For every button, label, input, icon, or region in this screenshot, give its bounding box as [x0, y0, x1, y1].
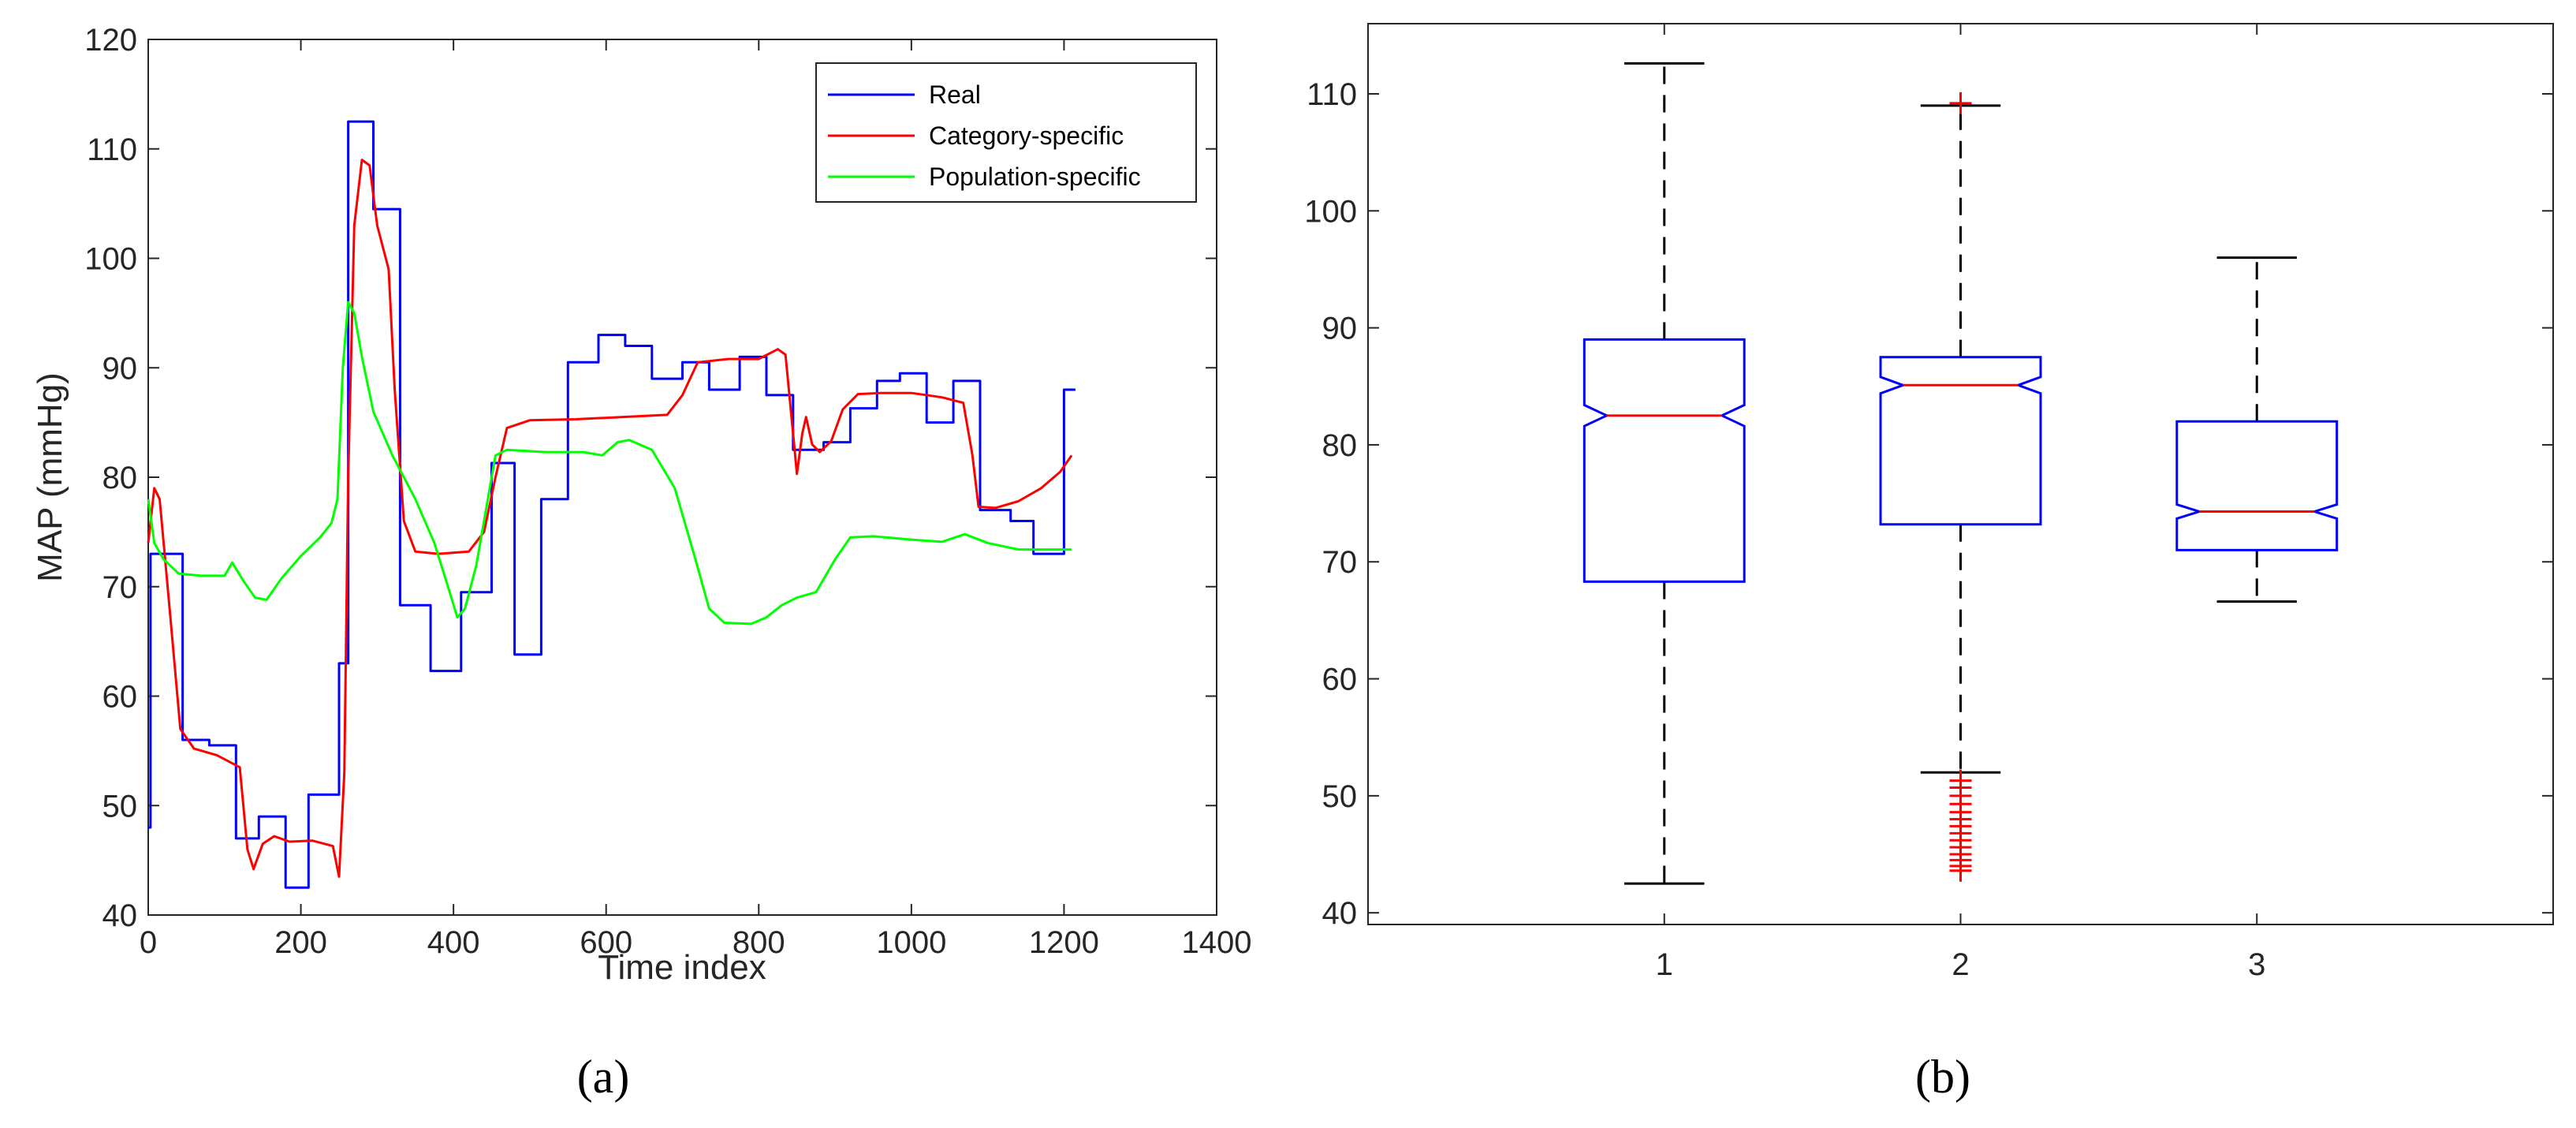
line-chart-x-ticks: 0 200 400 600 800 1000 1200 1400 [140, 39, 1252, 960]
box-1 [1583, 62, 1746, 885]
y-tick-label: 100 [1304, 194, 1357, 229]
x-tick-label: 1400 [1182, 925, 1252, 960]
caption-b: (b) [1915, 1051, 1970, 1103]
y-tick-label: 80 [103, 461, 138, 495]
x-tick-label: 200 [274, 925, 327, 960]
box-3 [2175, 256, 2339, 603]
y-tick-label: 90 [103, 351, 138, 386]
x-axis-label: Time index [598, 948, 766, 987]
x-tick-label: 0 [140, 925, 157, 960]
y-tick-label: 50 [103, 789, 138, 824]
y-tick-label: 40 [103, 898, 138, 933]
y-tick-label: 120 [84, 23, 137, 58]
x-tick-label: 3 [2248, 947, 2265, 982]
outlier-marker [1949, 92, 1972, 114]
legend-label: Category-specific [929, 121, 1124, 150]
line-chart-y-ticks: 40 50 60 70 80 90 100 110 120 [84, 23, 1217, 933]
line-chart-panel: 0 200 400 600 800 1000 1200 1400 40 50 60 70 80 90 10… [31, 23, 1251, 1103]
notched-box [2175, 420, 2339, 551]
series-line-real [148, 120, 1076, 889]
y-tick-label: 100 [84, 242, 137, 277]
y-tick-label: 110 [87, 133, 137, 167]
line-chart-series-group [147, 120, 1076, 889]
x-tick-label: 2 [1952, 947, 1969, 982]
y-tick-label: 90 [1322, 312, 1358, 346]
caption-a: (a) [577, 1051, 630, 1103]
series-line-category-specific [147, 159, 1073, 878]
notched-box [1583, 338, 1746, 583]
x-tick-label: 800 [733, 925, 785, 960]
legend: Real Category-specific Population-specific [815, 62, 1197, 203]
y-tick-label: 60 [1322, 663, 1358, 697]
series-line-population-specific [147, 301, 1072, 626]
notched-box [1879, 356, 2042, 526]
legend-label: Real [929, 80, 981, 109]
y-tick-label: 110 [1307, 77, 1357, 112]
outlier-marker [1949, 859, 1972, 882]
y-tick-label: 70 [103, 570, 138, 605]
y-axis-label: MAP (mmHg) [31, 372, 69, 582]
y-tick-label: 60 [103, 680, 138, 715]
box-plot-boxes-group [1583, 62, 2339, 885]
x-tick-label: 600 [580, 925, 632, 960]
y-tick-label: 40 [1322, 896, 1358, 931]
y-tick-label: 70 [1322, 545, 1358, 580]
legend-label: Population-specific [929, 162, 1141, 191]
legend-box [815, 62, 1197, 203]
y-tick-label: 80 [1322, 428, 1358, 463]
x-tick-label: 1000 [876, 925, 946, 960]
box-plot-panel: 1 2 3 40 50 60 70 80 90 100 110 (b) [1304, 23, 2554, 1103]
x-tick-label: 1200 [1029, 925, 1099, 960]
x-tick-label: 400 [427, 925, 480, 960]
box-2 [1879, 92, 2042, 882]
box-plot-y-ticks: 40 50 60 70 80 90 100 110 [1304, 77, 2553, 931]
x-tick-label: 1 [1656, 947, 1673, 982]
box-plot-x-ticks: 1 2 3 [1656, 24, 2265, 982]
y-tick-label: 50 [1322, 779, 1358, 814]
